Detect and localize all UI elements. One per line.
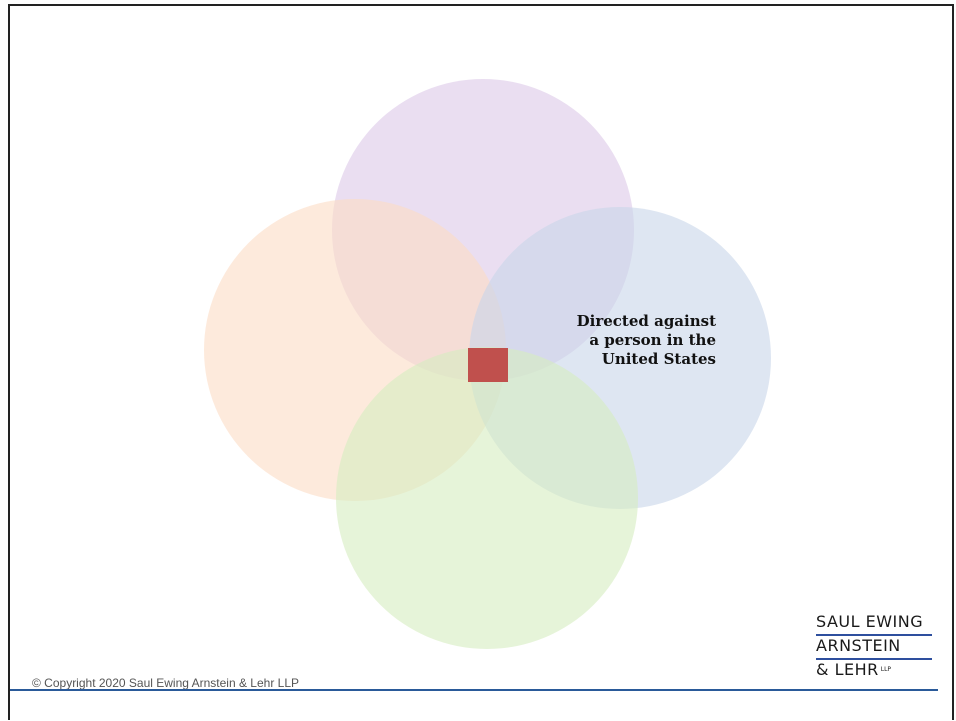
venn-label-right: Directed against a person in the United … bbox=[496, 312, 716, 369]
logo-line-2: ARNSTEIN bbox=[816, 636, 932, 660]
logo-llp-suffix: LLP bbox=[880, 666, 892, 673]
copyright-text: © Copyright 2020 Saul Ewing Arnstein & L… bbox=[32, 676, 299, 690]
venn-label-line: Directed against bbox=[576, 312, 716, 330]
logo-line-1: SAUL EWING bbox=[816, 612, 932, 636]
logo-line-3-text: & LEHR bbox=[816, 660, 879, 679]
firm-logo: SAUL EWING ARNSTEIN & LEHR LLP bbox=[816, 612, 932, 682]
slide-frame bbox=[8, 4, 954, 720]
footer-rule bbox=[10, 689, 938, 691]
venn-label-line: United States bbox=[601, 350, 716, 368]
logo-line-3: & LEHR LLP bbox=[816, 660, 932, 682]
venn-label-line: a person in the bbox=[589, 331, 716, 349]
venn-circle-bottom bbox=[336, 347, 638, 649]
venn-center-highlight bbox=[468, 348, 508, 382]
